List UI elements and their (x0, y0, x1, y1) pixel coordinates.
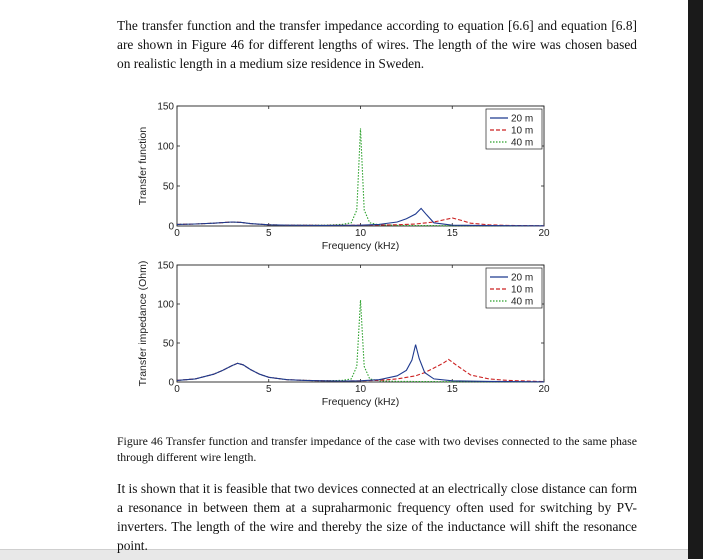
y-tick-label: 50 (163, 182, 175, 193)
x-tick-label: 10 (355, 228, 367, 239)
chart-panel-2: 0 5 10 15 20 0 50 100 150 Frequency (kHz) Transfer… (137, 261, 550, 409)
series-line-20m (176, 344, 545, 383)
paragraph-intro: The transfer function and the transfer i… (117, 18, 637, 71)
legend-label: 20 m (511, 273, 533, 284)
window-bottom-edge (0, 549, 688, 560)
legend-label: 10 m (511, 126, 533, 137)
figure-46: 0 5 10 15 20 0 50 100 150 Frequency (kHz) Transfer… (130, 100, 570, 420)
legend-label: 20 m (511, 114, 533, 125)
y-tick-label: 150 (157, 102, 174, 113)
legend-label: 10 m (511, 285, 533, 296)
y-tick-label: 150 (157, 261, 174, 272)
x-tick-label: 15 (447, 228, 459, 239)
x-tick-label: 0 (174, 384, 180, 395)
x-tick-label: 5 (266, 228, 272, 239)
y-tick-label: 0 (168, 222, 174, 233)
legend-label: 40 m (511, 138, 533, 149)
y-axis-label: Transfer impedance (Ohm) (137, 261, 149, 387)
plot-frame (176, 105, 545, 227)
legend-box (485, 267, 543, 309)
x-tick-label: 10 (355, 384, 367, 395)
x-axis-label: Frequency (kHz) (322, 240, 400, 252)
y-tick-label: 100 (157, 300, 174, 311)
y-tick-label: 100 (157, 142, 174, 153)
series-line-20m (176, 207, 545, 227)
chart-panel-1: 0 5 10 15 20 0 50 100 150 Frequency (kHz) Transfer… (137, 102, 550, 253)
y-axis-label: Transfer function (137, 127, 149, 206)
legend-label: 40 m (511, 297, 533, 308)
figure-caption: Figure 46 Transfer function and transfer… (117, 434, 637, 464)
y-tick-label: 50 (163, 339, 175, 350)
x-tick-label: 20 (538, 228, 550, 239)
x-tick-label: 20 (538, 384, 550, 395)
paragraph-conclusion: It is shown that it is feasible that two… (117, 481, 637, 553)
legend-box (485, 108, 543, 150)
x-axis-label: Frequency (kHz) (322, 396, 400, 408)
plot-frame (176, 264, 545, 383)
y-tick-label: 0 (168, 378, 174, 389)
x-tick-label: 5 (266, 384, 272, 395)
x-tick-label: 0 (174, 228, 180, 239)
x-tick-label: 15 (447, 384, 459, 395)
window-right-edge (688, 0, 703, 559)
